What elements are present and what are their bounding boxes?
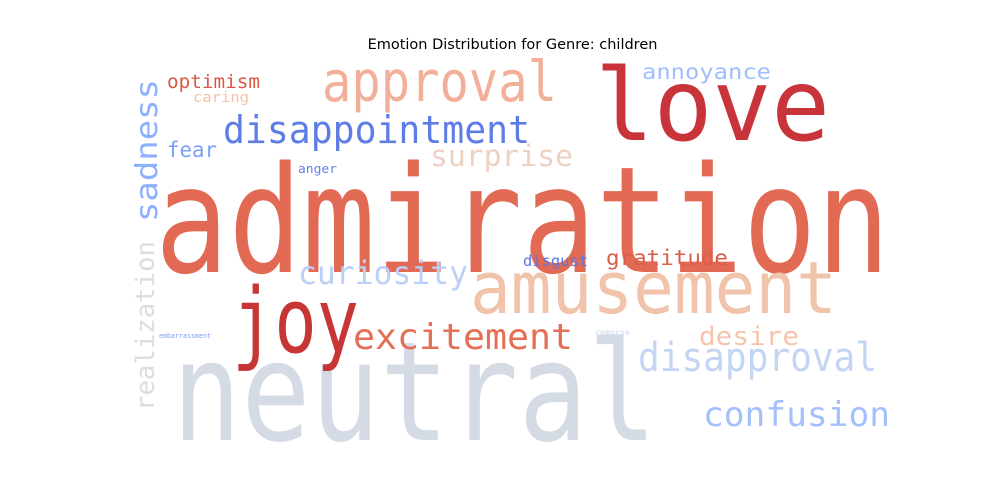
word-confusion: confusion [703, 395, 890, 435]
word-approval: approval [322, 50, 557, 115]
word-annoyance: annoyance [642, 60, 771, 84]
word-embarrassment: embarrassment [159, 332, 211, 340]
word-joy: joy [232, 269, 359, 374]
word-neutral: neutral [172, 312, 657, 473]
word-curiosity: curiosity [298, 254, 468, 292]
word-fear: fear [167, 138, 217, 162]
word-sadness: sadness [130, 79, 165, 222]
word-optimism: optimism [167, 71, 260, 93]
word-desire: desire [699, 322, 799, 352]
word-love: love [595, 47, 830, 164]
word-disappointment: disappointment [223, 108, 530, 152]
word-disgust: disgust [523, 252, 588, 270]
word-amusement: amusement [470, 246, 837, 330]
word-disapproval: disapproval [638, 335, 877, 381]
word-excitement: excitement [353, 317, 573, 358]
word-remorse: remorse [595, 328, 630, 337]
word-anger: anger [298, 162, 337, 176]
chart-title: Emotion Distribution for Genre: children [367, 37, 658, 53]
word-realization: realization [131, 241, 161, 411]
word-caring: caring [193, 90, 249, 106]
word-admiration: admiration [155, 135, 890, 307]
word-gratitude: gratitude [606, 246, 728, 270]
word-surprise: surprise [430, 139, 573, 173]
